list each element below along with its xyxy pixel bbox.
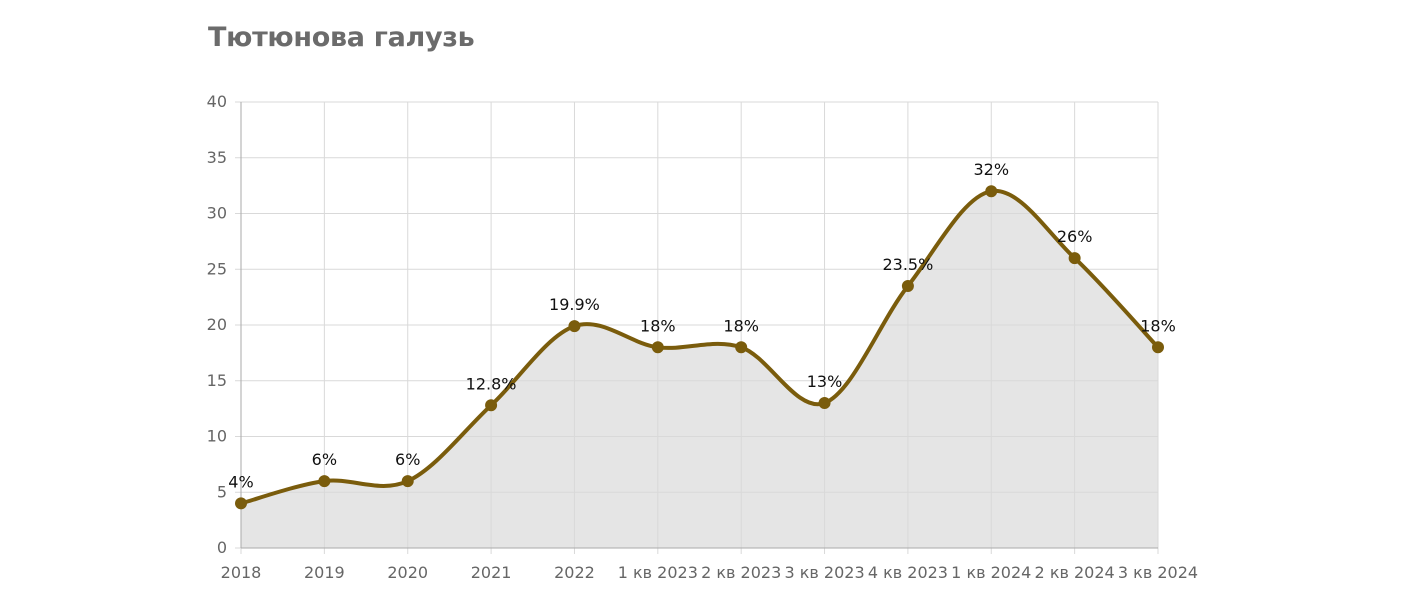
data-point: [235, 497, 247, 510]
y-tick-label: 10: [207, 427, 227, 446]
x-tick-label: 2 кв 2023: [701, 563, 781, 582]
y-tick-label: 25: [207, 259, 227, 278]
data-label: 13%: [807, 372, 843, 391]
data-point: [318, 475, 331, 488]
data-label: 12.8%: [466, 374, 517, 393]
data-label: 18%: [640, 316, 676, 335]
data-point: [485, 399, 498, 412]
data-point: [1152, 341, 1164, 354]
data-point: [818, 397, 831, 410]
data-point: [1068, 252, 1081, 265]
chart-title: Тютюнова галузь: [208, 22, 475, 53]
data-label: 32%: [973, 160, 1009, 179]
x-tick-label: 2 кв 2024: [1035, 563, 1115, 582]
x-tick-label: 1 кв 2023: [618, 563, 698, 582]
x-tick-label: 2020: [387, 563, 428, 582]
y-tick-label: 20: [207, 315, 227, 334]
data-point: [568, 320, 581, 333]
data-point: [901, 279, 914, 292]
x-tick-label: 4 кв 2023: [868, 563, 948, 582]
y-tick-label: 35: [207, 148, 227, 167]
data-label: 23.5%: [882, 255, 933, 274]
data-point: [985, 185, 998, 198]
data-label: 26%: [1057, 227, 1093, 246]
x-tick-label: 2021: [471, 563, 512, 582]
data-label: 18%: [1140, 316, 1176, 335]
x-tick-label: 3 кв 2024: [1118, 563, 1198, 582]
data-point: [735, 341, 748, 354]
data-point: [401, 475, 414, 488]
y-tick-label: 15: [207, 371, 227, 390]
y-tick-label: 0: [217, 538, 227, 557]
y-tick-label: 5: [217, 482, 227, 501]
data-label: 6%: [312, 450, 337, 469]
data-label: 19.9%: [549, 295, 600, 314]
area-fill: [241, 190, 1158, 548]
data-label: 6%: [395, 450, 420, 469]
x-tick-label: 2022: [554, 563, 595, 582]
data-label: 18%: [723, 316, 759, 335]
y-tick-label: 30: [207, 204, 227, 223]
data-label: 4%: [228, 472, 253, 491]
x-tick-label: 2019: [304, 563, 345, 582]
x-tick-label: 1 кв 2024: [951, 563, 1031, 582]
data-point: [651, 341, 664, 354]
y-tick-label: 40: [207, 92, 227, 111]
x-tick-label: 3 кв 2023: [784, 563, 864, 582]
x-tick-label: 2018: [221, 563, 262, 582]
